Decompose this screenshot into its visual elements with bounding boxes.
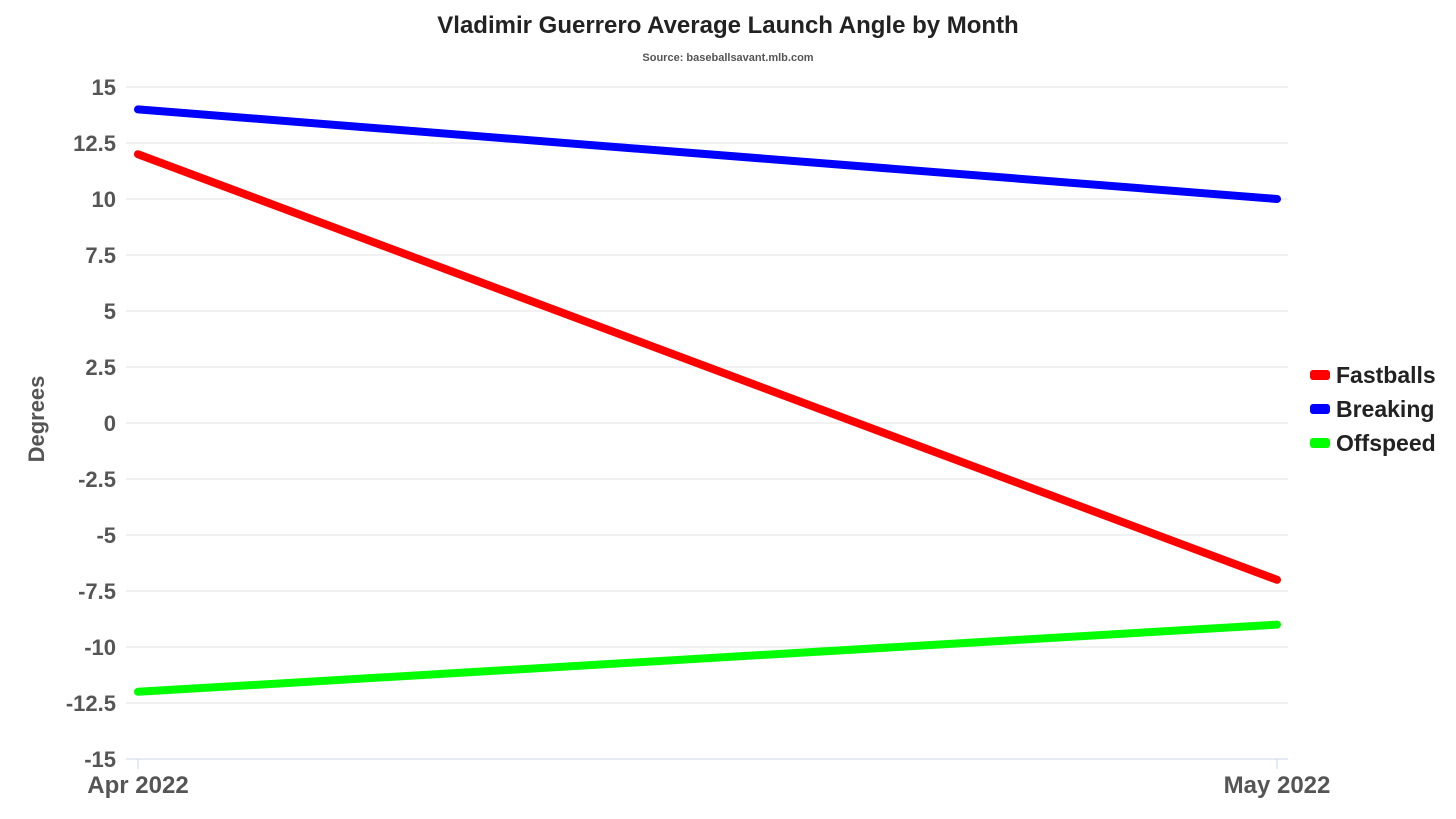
- series-line-fastballs: [134, 150, 1281, 584]
- y-tick-label: -15: [84, 747, 116, 772]
- x-tick-label: Apr 2022: [87, 772, 188, 799]
- chart-title: Vladimir Guerrero Average Launch Angle b…: [437, 12, 1018, 39]
- legend: Fastballs Breaking Offspeed: [1310, 362, 1436, 456]
- y-tick-label: 0: [104, 411, 116, 436]
- legend-swatch-breaking[interactable]: [1310, 404, 1330, 414]
- y-tick-label: 10: [92, 187, 116, 212]
- legend-label-fastballs[interactable]: Fastballs: [1336, 362, 1436, 388]
- y-tick-label: 12.5: [73, 131, 116, 156]
- series-line-offspeed: [134, 620, 1281, 696]
- y-tick-label: 2.5: [85, 355, 116, 380]
- legend-swatch-fastballs[interactable]: [1310, 370, 1330, 380]
- series-line-breaking: [134, 105, 1281, 203]
- series-lines: [134, 105, 1281, 696]
- y-axis-ticks: 15 12.5 10 7.5 5 2.5 0 -2.5 -5 -7.5 -10 -12.5 -15: [66, 75, 116, 772]
- legend-label-breaking[interactable]: Breaking: [1336, 396, 1434, 422]
- y-tick-label: 7.5: [85, 243, 116, 268]
- legend-label-offspeed[interactable]: Offspeed: [1336, 430, 1436, 456]
- y-tick-label: -12.5: [66, 691, 116, 716]
- y-axis-label: Degrees: [24, 376, 49, 463]
- y-tick-label: 15: [92, 75, 116, 100]
- gridlines: [126, 86, 1288, 704]
- chart-subtitle: Source: baseballsavant.mlb.com: [642, 52, 813, 64]
- y-tick-label: -5: [96, 523, 116, 548]
- y-tick-label: -7.5: [78, 579, 116, 604]
- y-tick-label: -10: [84, 635, 116, 660]
- legend-swatch-offspeed[interactable]: [1310, 438, 1330, 448]
- x-tick-label: May 2022: [1224, 772, 1331, 799]
- y-tick-label: -2.5: [78, 467, 116, 492]
- y-tick-label: 5: [104, 299, 116, 324]
- x-axis: Apr 2022 May 2022: [87, 758, 1331, 799]
